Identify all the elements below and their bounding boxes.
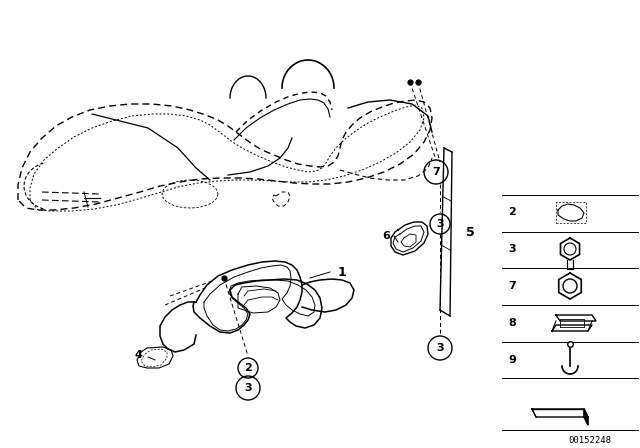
Text: 3: 3 (508, 244, 516, 254)
Text: 5: 5 (466, 225, 474, 238)
Text: 3: 3 (244, 383, 252, 393)
Text: 6: 6 (382, 231, 390, 241)
Text: 4: 4 (134, 350, 142, 360)
Polygon shape (584, 409, 588, 425)
Text: 2: 2 (508, 207, 516, 217)
Text: 2: 2 (244, 363, 252, 373)
Text: 7: 7 (508, 281, 516, 291)
Text: 3: 3 (436, 219, 444, 229)
Text: 1: 1 (338, 266, 346, 279)
Text: 3: 3 (436, 343, 444, 353)
Text: 00152248: 00152248 (568, 435, 611, 444)
Text: 7: 7 (432, 167, 440, 177)
Text: 9: 9 (508, 355, 516, 365)
Text: 8: 8 (508, 318, 516, 328)
